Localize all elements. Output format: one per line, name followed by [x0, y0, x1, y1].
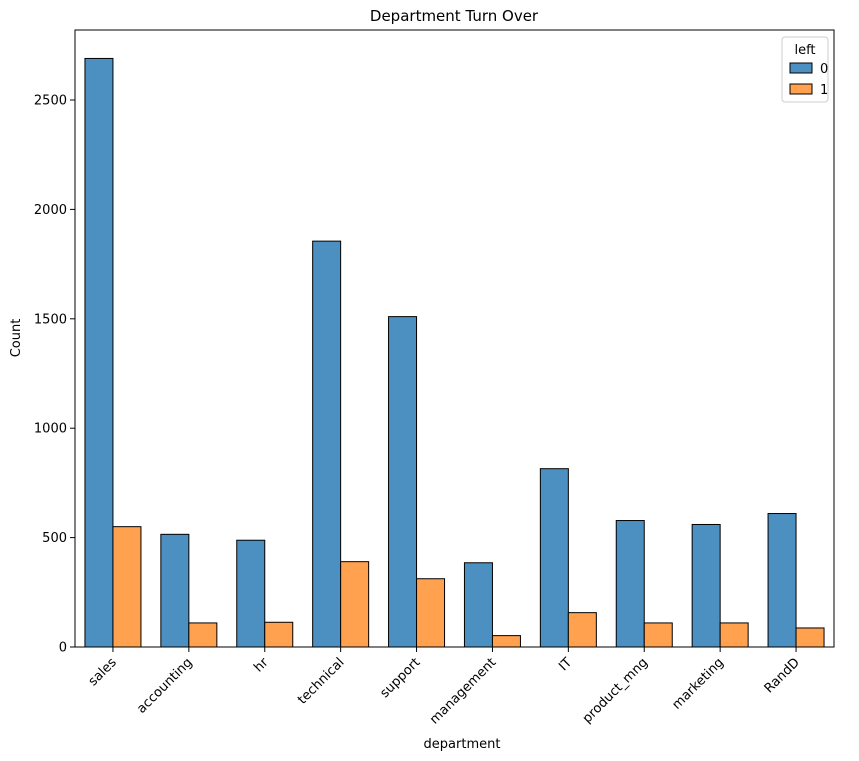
bar-marketing-left-1 — [719, 622, 749, 648]
bar-sales-left-1 — [112, 526, 142, 648]
bar-RandD-left-0 — [767, 513, 797, 648]
x-axis: sales accounting hr technical support managem… — [86, 647, 803, 727]
x-tick-label: support — [377, 655, 423, 701]
bar-IT-left-1 — [567, 612, 597, 648]
plot-frame — [74, 29, 835, 648]
bar-accounting-left-0 — [160, 533, 190, 648]
x-tick-label: product_mng — [580, 655, 651, 726]
legend-swatch-1 — [789, 83, 813, 95]
bar-support-left-0 — [388, 316, 418, 648]
bar-technical-left-0 — [312, 240, 342, 648]
bar-product_mng-left-1 — [643, 622, 673, 648]
bar-product_mng-left-0 — [615, 520, 645, 648]
bar-management-left-1 — [491, 635, 521, 648]
legend-label-0: 0 — [820, 62, 828, 77]
legend-title: left — [794, 43, 815, 58]
x-tick-label: sales — [86, 655, 120, 689]
x-tick-label: management — [427, 655, 499, 727]
bar-IT-left-0 — [539, 468, 569, 648]
bar-hr-left-1 — [264, 621, 294, 648]
bar-marketing-left-0 — [691, 523, 721, 648]
bar-technical-left-1 — [340, 561, 370, 648]
plot-area — [84, 57, 825, 648]
legend: left 0 1 — [781, 36, 829, 103]
y-tick-label: 0 — [59, 641, 67, 656]
legend-label-1: 1 — [820, 83, 828, 98]
y-axis-label: Count — [9, 319, 24, 358]
y-tick-label: 2000 — [34, 203, 67, 218]
y-tick-label: 1000 — [34, 422, 67, 437]
x-tick-label: RandD — [762, 655, 803, 696]
bar-accounting-left-1 — [188, 622, 218, 648]
chart-title: Department Turn Over — [370, 7, 539, 25]
y-tick-label: 500 — [42, 531, 67, 546]
x-tick-label: hr — [251, 655, 272, 676]
x-tick-label: marketing — [670, 655, 727, 712]
y-axis: 0 500 1000 1500 2000 2500 — [34, 94, 75, 656]
x-axis-label: department — [424, 737, 501, 752]
bar-sales-left-0 — [84, 57, 114, 648]
bar-management-left-0 — [463, 562, 493, 648]
bar-hr-left-0 — [236, 539, 266, 648]
bar-support-left-1 — [416, 578, 446, 648]
x-tick-label: IT — [556, 655, 575, 674]
legend-swatch-0 — [789, 62, 813, 74]
x-tick-label: technical — [295, 655, 347, 707]
y-tick-label: 2500 — [34, 94, 67, 109]
x-tick-label: accounting — [134, 655, 195, 716]
y-tick-label: 1500 — [34, 312, 67, 327]
bar-RandD-left-1 — [795, 627, 825, 648]
